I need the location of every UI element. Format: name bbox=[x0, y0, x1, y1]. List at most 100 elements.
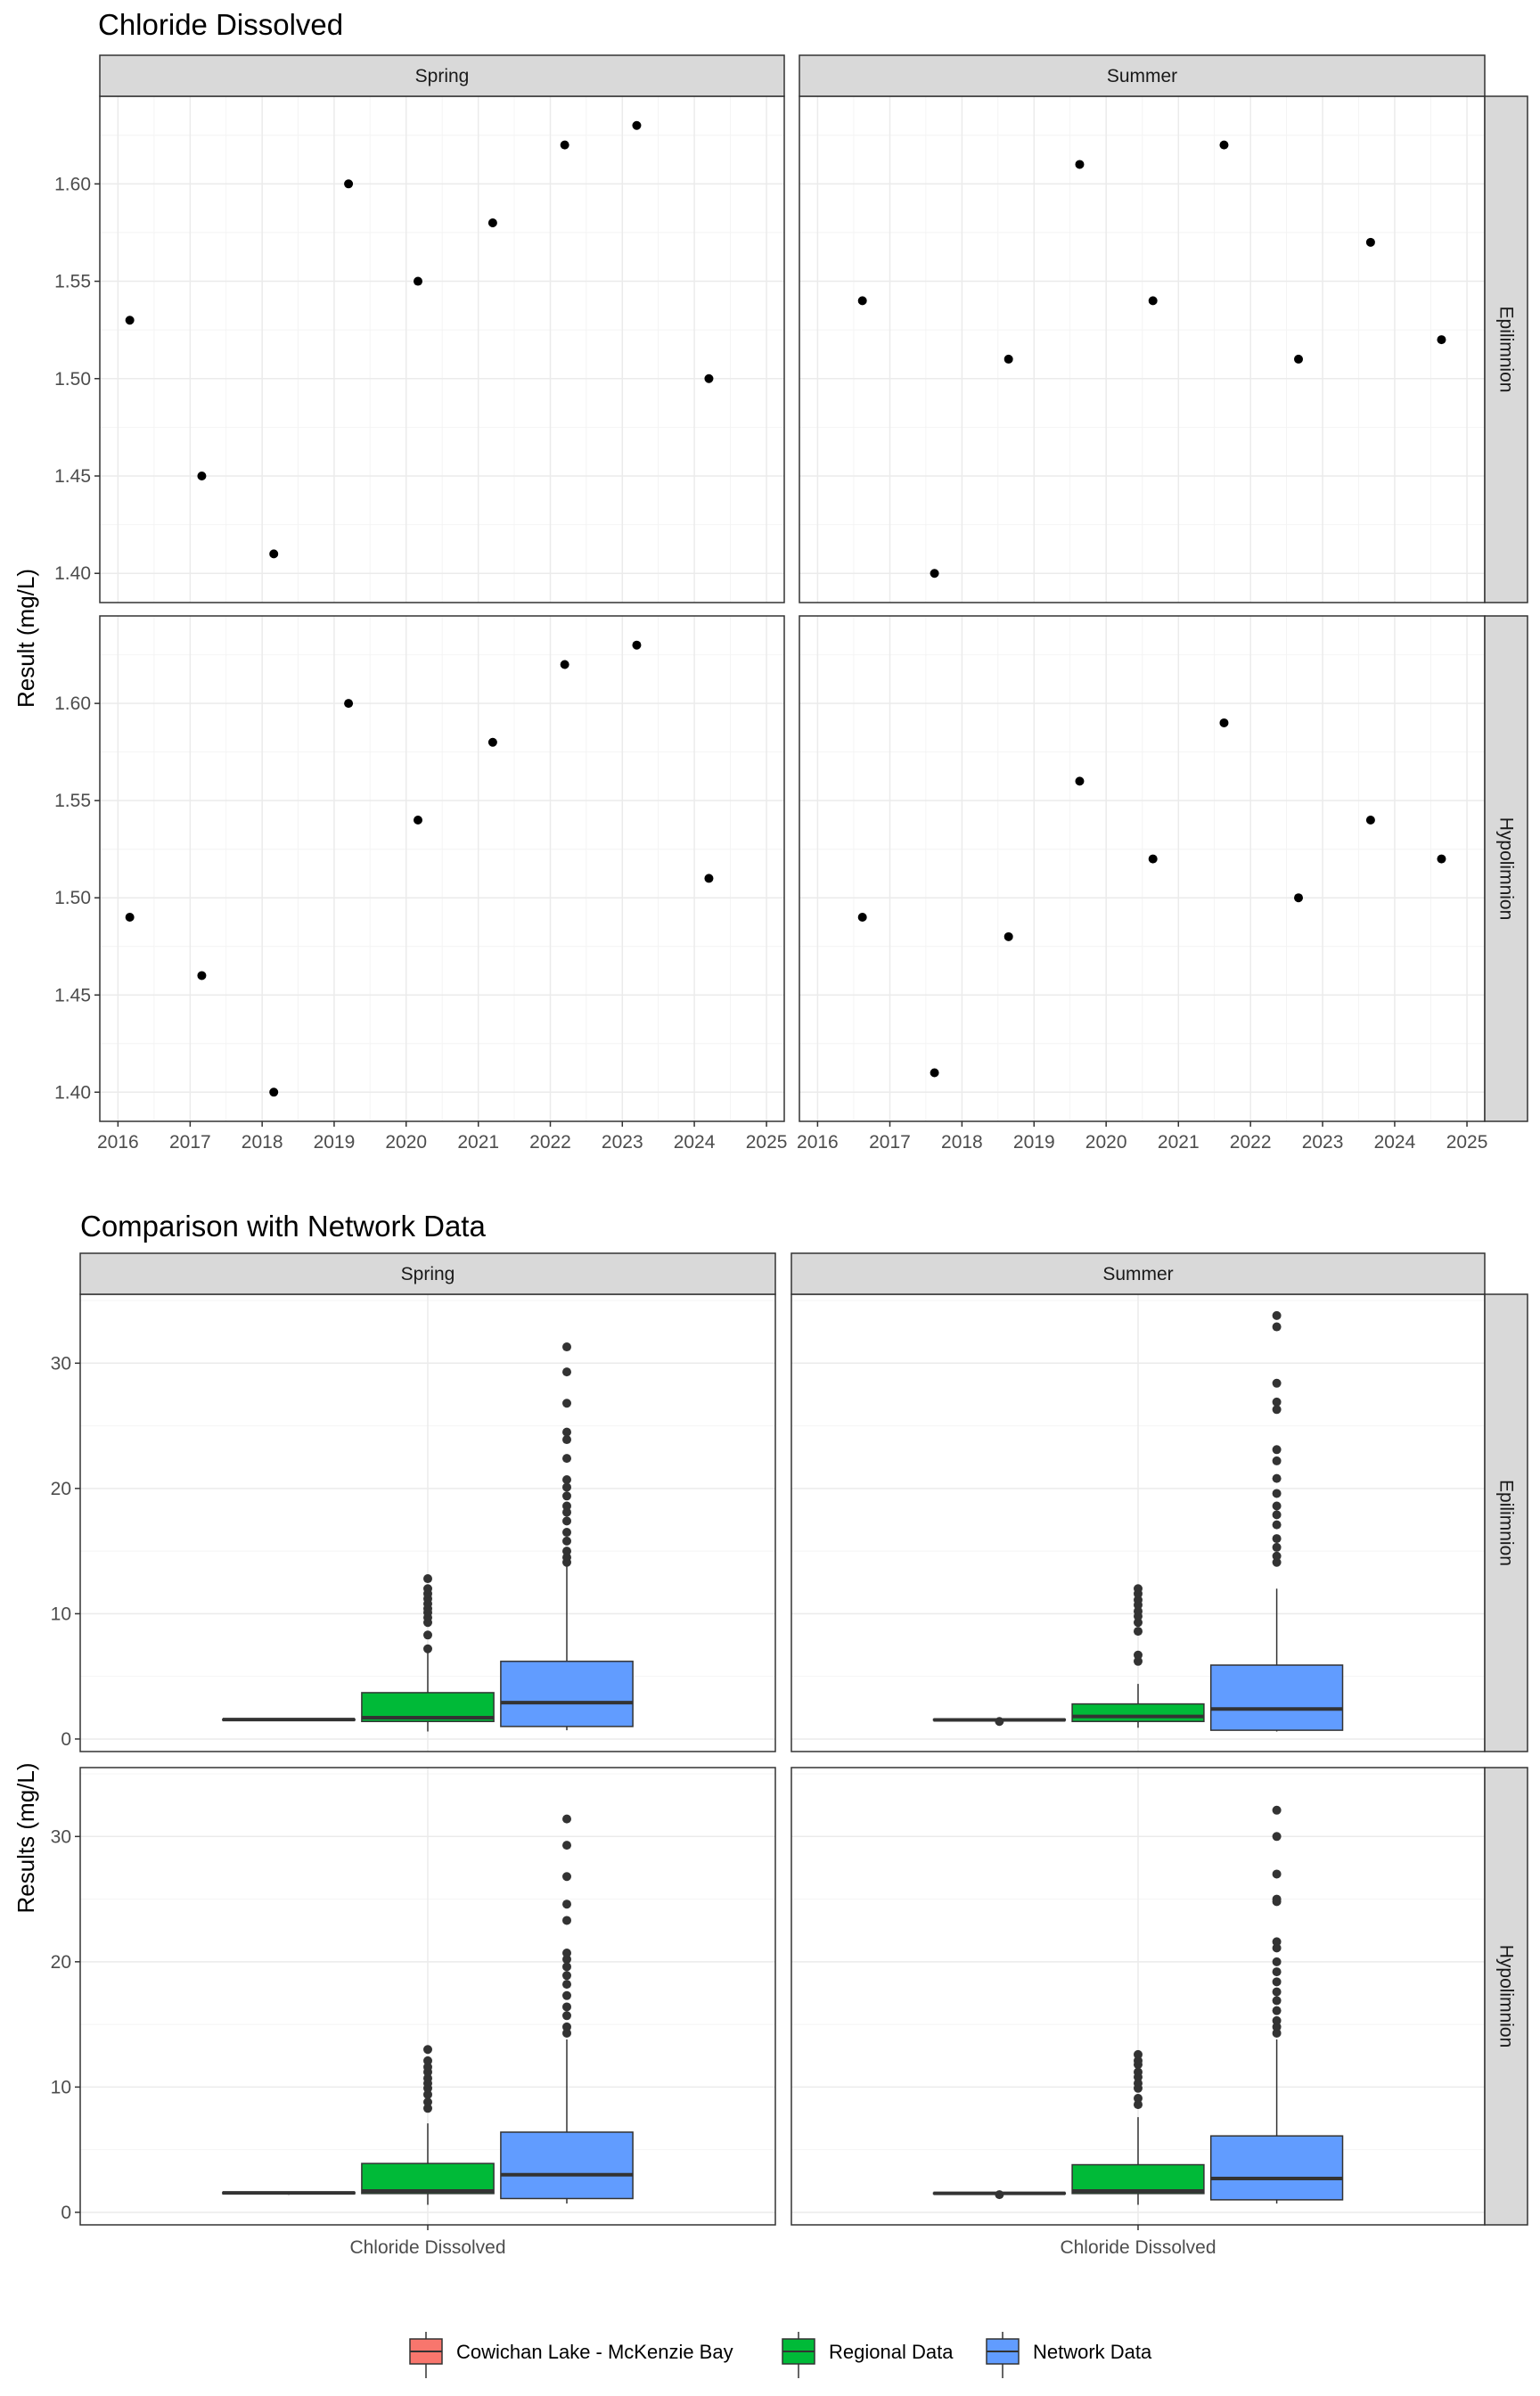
box-y-axis-label: Results (mg/L) bbox=[12, 1762, 39, 1913]
data-point bbox=[1365, 815, 1375, 825]
data-point bbox=[1294, 354, 1304, 364]
outlier-point bbox=[423, 1630, 432, 1640]
outlier-point bbox=[562, 1501, 571, 1511]
data-point bbox=[1075, 160, 1085, 169]
outlier-point bbox=[562, 1547, 571, 1556]
outlier-point bbox=[562, 1536, 571, 1546]
y-tick-label: 1.55 bbox=[54, 272, 91, 292]
outlier-point bbox=[1272, 1378, 1282, 1388]
legend-item: Regional Data bbox=[782, 2332, 954, 2378]
x-tick-label: 2017 bbox=[869, 1132, 911, 1153]
panel-border bbox=[99, 615, 785, 1122]
outlier-point bbox=[1272, 2015, 1282, 2025]
outlier-point bbox=[562, 1949, 571, 1958]
data-point bbox=[1365, 237, 1375, 247]
box-network-data bbox=[500, 1814, 634, 2204]
x-tick-label: 2020 bbox=[1085, 1132, 1127, 1153]
x-tick-label: 2018 bbox=[242, 1132, 283, 1153]
data-point bbox=[632, 640, 642, 650]
x-tick-label: 2019 bbox=[314, 1132, 356, 1153]
data-point bbox=[930, 1068, 939, 1078]
y-tick-label: 1.45 bbox=[54, 985, 91, 1005]
data-point bbox=[857, 913, 867, 923]
box-iqr bbox=[1209, 2135, 1344, 2201]
outlier-point bbox=[1272, 1445, 1282, 1455]
x-tick-label: 2020 bbox=[385, 1132, 427, 1153]
outlier-point bbox=[1272, 1987, 1282, 1997]
box-panel-spring-hypolimnion: 0 10 20 30 Chloride Dissolved bbox=[51, 1767, 776, 2258]
x-tick-label: Chloride Dissolved bbox=[1060, 2237, 1216, 2258]
y-tick-label: 1.60 bbox=[54, 174, 91, 194]
box-strip-summer bbox=[790, 1252, 1486, 1295]
y-tick-label: 1.50 bbox=[54, 369, 91, 390]
data-point bbox=[487, 737, 497, 747]
legend-item: Cowichan Lake - McKenzie Bay bbox=[409, 2332, 733, 2378]
outlier-point bbox=[1272, 1557, 1282, 1567]
outlier-point bbox=[423, 1644, 432, 1653]
outlier-point bbox=[562, 1342, 571, 1352]
outlier-point bbox=[1134, 1656, 1143, 1666]
x-tick-label: 2021 bbox=[1158, 1132, 1200, 1153]
outlier-point bbox=[1272, 1943, 1282, 1953]
outlier-point bbox=[562, 1454, 571, 1464]
y-tick-label: 10 bbox=[51, 1604, 71, 1624]
box-strip-label: Epilimnion bbox=[1496, 1480, 1517, 1566]
outlier-point bbox=[1272, 1996, 1282, 2006]
y-tick-label: 1.45 bbox=[54, 466, 91, 487]
outlier-point bbox=[423, 1584, 432, 1594]
outlier-point bbox=[1272, 1937, 1282, 1947]
outlier-point bbox=[1272, 1967, 1282, 1977]
box-regional-data bbox=[361, 2045, 495, 2205]
box-network-data bbox=[1209, 1805, 1344, 2204]
outlier-point bbox=[562, 1516, 571, 1526]
data-point bbox=[704, 373, 714, 383]
scatter-strip-summer bbox=[799, 54, 1486, 97]
outlier-point bbox=[562, 1491, 571, 1501]
outlier-point bbox=[562, 2002, 571, 2012]
box-cowichan-lake-mckenzie-bay bbox=[222, 1718, 356, 1722]
x-tick-label: 2023 bbox=[1302, 1132, 1344, 1153]
y-tick-label: 1.60 bbox=[54, 693, 91, 714]
x-tick-label: 2022 bbox=[1230, 1132, 1272, 1153]
outlier-point bbox=[562, 1482, 571, 1492]
legend-label: Regional Data bbox=[829, 2341, 954, 2363]
outlier-point bbox=[562, 1427, 571, 1437]
x-tick-label: 2023 bbox=[602, 1132, 643, 1153]
box-regional-data bbox=[1071, 2049, 1205, 2205]
box-facet-grid: 0 10 20 30 0 10 20 30 Chloride Dissolved Chloride… bbox=[51, 1252, 1528, 2258]
x-tick-label: 2018 bbox=[941, 1132, 983, 1153]
outlier-point bbox=[1272, 1405, 1282, 1415]
outlier-point bbox=[1272, 1310, 1282, 1320]
x-tick-label: 2021 bbox=[457, 1132, 499, 1153]
outlier-point bbox=[1272, 1489, 1282, 1498]
outlier-point bbox=[1272, 1542, 1282, 1552]
x-tick-label: 2016 bbox=[797, 1132, 839, 1153]
outlier-point bbox=[1272, 1520, 1282, 1530]
data-point bbox=[704, 874, 714, 883]
scatter-panel-spring-hypolimnion: 1.40 1.45 1.50 1.55 1.60 2016 2017 2018 2019 2020… bbox=[54, 615, 787, 1153]
scatter-panel-spring-epilimnion: 1.40 1.45 1.50 1.55 1.60 bbox=[54, 95, 785, 603]
scatter-strip-spring bbox=[99, 54, 785, 97]
scatter-strip-label: Summer bbox=[1107, 66, 1177, 86]
outlier-point bbox=[562, 1872, 571, 1882]
scatter-facet-grid: 1.40 1.45 1.50 1.55 1.60 1.40 1.45 1.50 1.55 1.60… bbox=[54, 54, 1528, 1153]
outlier-point bbox=[423, 1574, 432, 1584]
outlier-point bbox=[423, 2055, 432, 2065]
box-iqr bbox=[500, 2131, 634, 2200]
box-regional-data bbox=[1071, 1584, 1205, 1728]
box-strip-hypolimnion bbox=[1484, 1767, 1528, 2226]
scatter-y-axis-label: Result (mg/L) bbox=[12, 569, 39, 708]
outlier-point bbox=[562, 1916, 571, 1925]
x-tick-label: Chloride Dissolved bbox=[349, 2237, 505, 2258]
outlier-point bbox=[562, 1962, 571, 1972]
outlier-point bbox=[562, 1841, 571, 1850]
outlier-point bbox=[1272, 1397, 1282, 1407]
outlier-point bbox=[1134, 2079, 1143, 2088]
outlier-point bbox=[1134, 1618, 1143, 1628]
outlier-point bbox=[562, 1971, 571, 1981]
data-point bbox=[344, 699, 354, 709]
outlier-point bbox=[1272, 1322, 1282, 1332]
outlier-point bbox=[1134, 2094, 1143, 2104]
outlier-point bbox=[1134, 2049, 1143, 2059]
